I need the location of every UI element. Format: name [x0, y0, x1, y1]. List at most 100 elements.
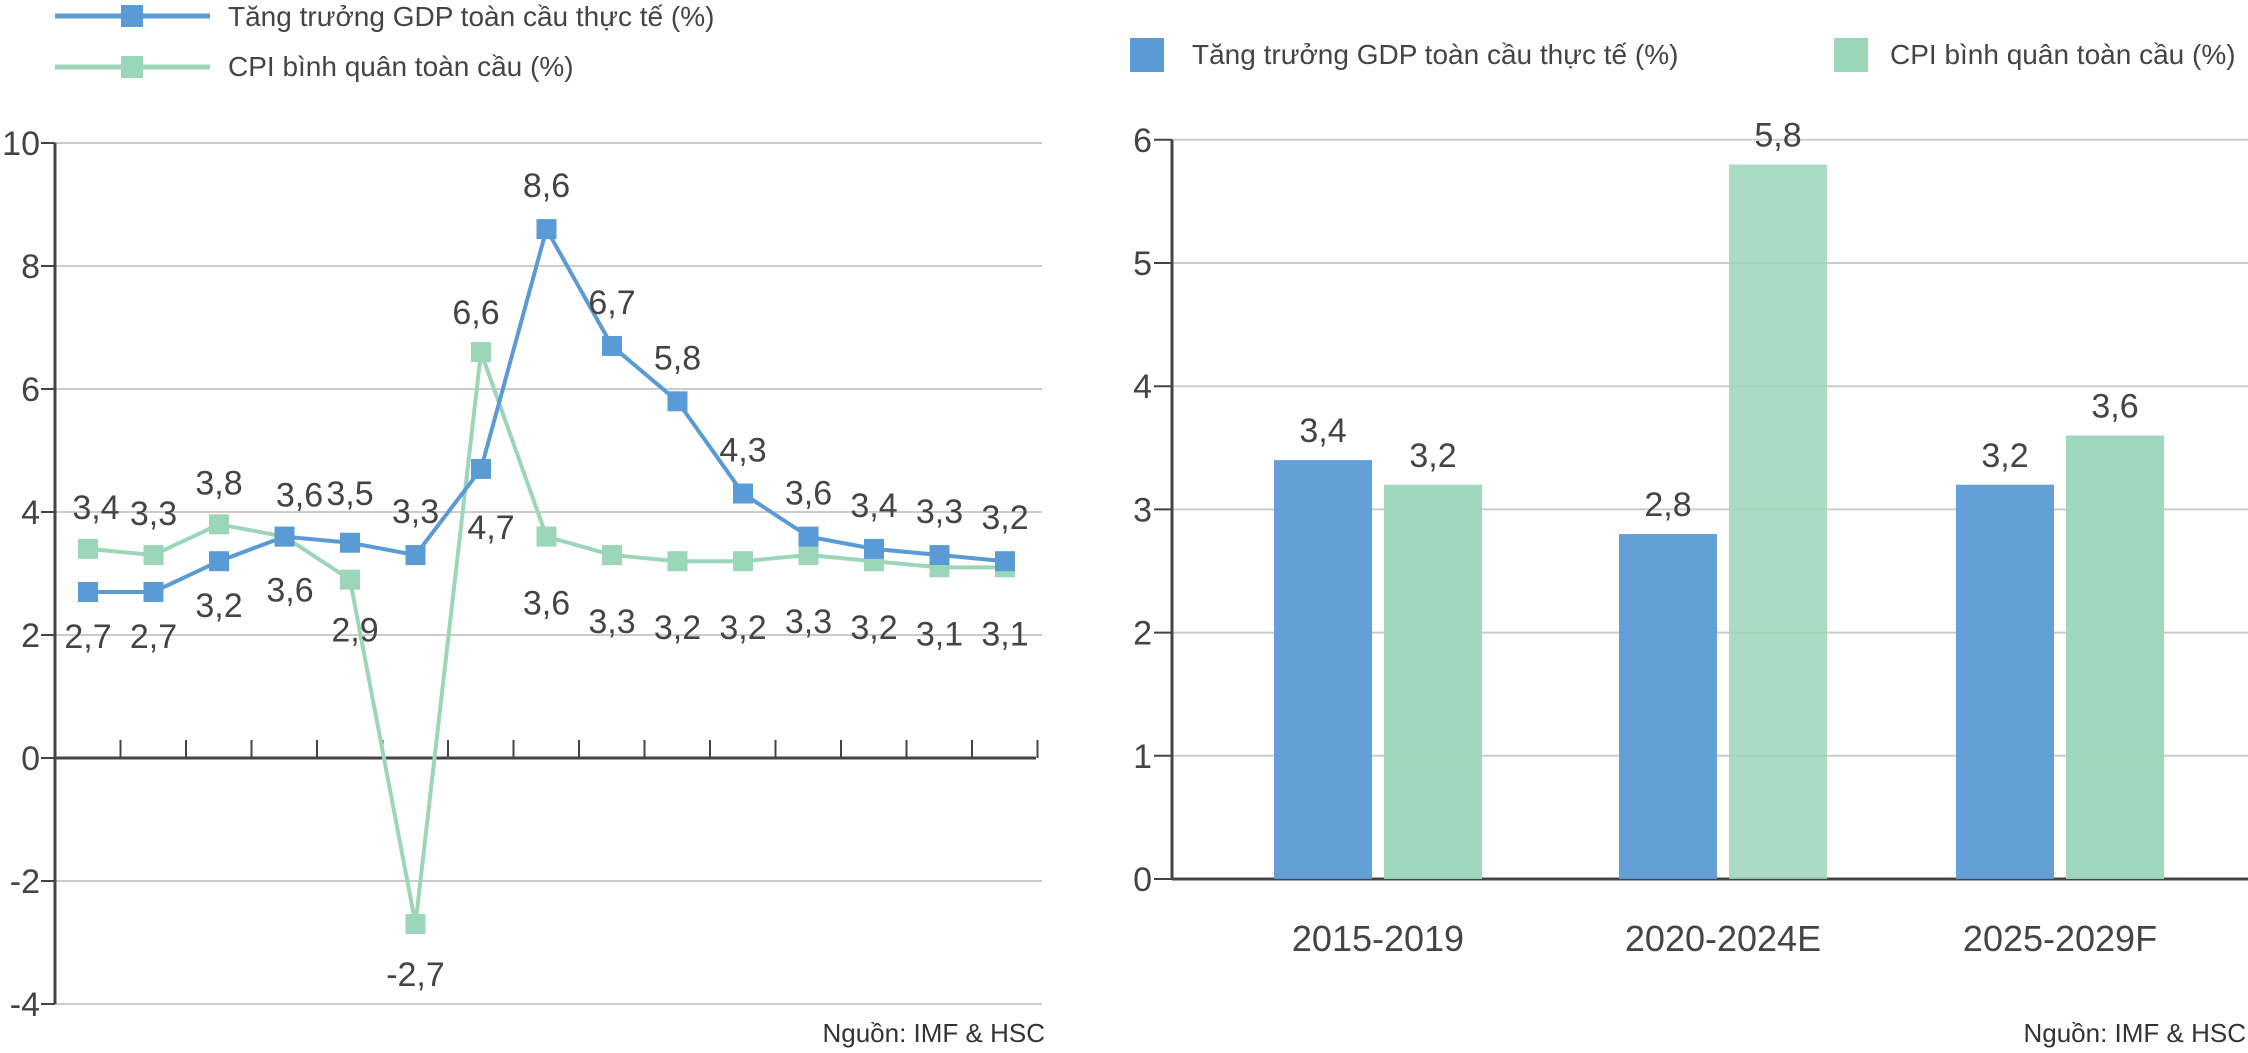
gdp-point — [667, 391, 688, 412]
cpi-data-label: 3,8 — [195, 464, 242, 502]
gdp-point — [929, 545, 950, 566]
cpi-data-label: 3,2 — [654, 609, 701, 647]
gdp-point — [798, 526, 819, 547]
bar-chart-bars — [1274, 164, 2164, 879]
cpi-point — [471, 342, 491, 363]
bar-chart-legend: Tăng trưởng GDP toàn cầu thực tế (%) CPI… — [1130, 38, 2236, 72]
bar-y-tick-label: 2 — [1133, 615, 1152, 653]
cpi-bar-label: 3,6 — [2091, 387, 2138, 425]
gdp-bar-label: 3,2 — [1981, 437, 2028, 475]
gdp-point — [864, 538, 884, 559]
cpi-data-label: 6,6 — [452, 294, 499, 332]
cpi-data-label: 3,6 — [523, 585, 570, 623]
bar-category-label: 2025-2029F — [1963, 918, 2157, 959]
gdp-data-label: 3,5 — [326, 475, 373, 513]
line-chart-series — [78, 219, 1015, 935]
cpi-bar — [1729, 164, 1827, 879]
gdp-point — [405, 545, 426, 566]
gdp-data-label: 4,7 — [467, 509, 514, 547]
gdp-point — [733, 483, 753, 504]
legend-bar-cpi-label: CPI bình quân toàn cầu (%) — [1890, 39, 2236, 70]
gdp-point — [602, 335, 622, 356]
cpi-point — [798, 545, 819, 566]
cpi-data-label: 3,4 — [72, 489, 119, 527]
bar-chart-categories: 2015-2019 2020-2024E 2025-2029F — [1292, 918, 2157, 959]
gdp-data-label: 6,7 — [588, 284, 635, 322]
gdp-data-label: 8,6 — [523, 167, 570, 205]
gdp-data-label: 4,3 — [719, 432, 766, 470]
bar-y-tick-label: 6 — [1133, 122, 1152, 160]
line-chart-data-labels: 2,7 2,73,23,6 3,5 3,3 4,78,66,75,84,33,6 3,4 3… — [64, 167, 1028, 994]
cpi-point — [78, 538, 98, 559]
line-y-tick-label: 6 — [21, 371, 40, 409]
bar-chart-y-ticks: 6 5 4 3 2 1 0 — [1133, 122, 1152, 899]
line-chart-legend: Tăng trưởng GDP toàn cầu thực tế (%) CPI… — [55, 1, 714, 82]
cpi-point — [405, 914, 426, 935]
gdp-data-label: 3,2 — [195, 587, 242, 625]
gdp-data-label: 3,3 — [916, 493, 963, 531]
legend-gdp-marker — [121, 5, 143, 27]
bar-y-tick-label: 4 — [1133, 368, 1152, 406]
legend-gdp-label: Tăng trưởng GDP toàn cầu thực tế (%) — [228, 1, 714, 32]
gdp-bar — [1619, 534, 1717, 879]
legend-cpi-label: CPI bình quân toàn cầu (%) — [228, 51, 574, 82]
cpi-bar-label: 3,2 — [1409, 437, 1456, 475]
cpi-point — [733, 551, 753, 572]
cpi-data-label: 3,2 — [719, 609, 766, 647]
cpi-data-label: 3,3 — [588, 603, 635, 641]
gdp-data-label: 3,3 — [392, 493, 439, 531]
gdp-bar — [1274, 460, 1372, 879]
gdp-point — [471, 458, 491, 479]
gdp-bar — [1956, 484, 2054, 879]
line-y-tick-label: -2 — [10, 863, 40, 901]
line-y-tick-label: 2 — [21, 617, 40, 655]
cpi-data-label: 3,3 — [130, 495, 177, 533]
line-y-tick-label: 10 — [2, 125, 40, 163]
gdp-data-label: 3,2 — [981, 499, 1028, 537]
legend-bar-gdp-swatch — [1130, 38, 1164, 72]
line-chart-grid — [41, 142, 1042, 1005]
gdp-bar-label: 3,4 — [1299, 412, 1346, 450]
gdp-point — [209, 551, 229, 572]
gdp-data-label: 3,6 — [785, 475, 832, 513]
cpi-point — [209, 514, 229, 535]
bar-y-tick-label: 3 — [1133, 491, 1152, 529]
cpi-data-label: 3,6 — [266, 572, 313, 610]
cpi-data-label: 3,1 — [981, 615, 1028, 653]
gdp-point — [340, 532, 360, 553]
line-chart-y-ticks: 10 8 6 4 2 0 -2 -4 — [2, 125, 40, 1024]
gdp-point — [274, 526, 295, 547]
line-chart: Tăng trưởng GDP toàn cầu thực tế (%) CPI… — [2, 1, 1045, 1048]
gdp-point — [143, 581, 164, 602]
legend-cpi-marker — [121, 56, 143, 78]
cpi-point — [143, 545, 164, 566]
gdp-point — [995, 551, 1015, 572]
cpi-data-label: 3,1 — [916, 615, 963, 653]
cpi-point — [340, 569, 360, 590]
cpi-data-label: 3,3 — [785, 603, 832, 641]
cpi-data-label: 2,9 — [331, 612, 378, 650]
gdp-point — [536, 219, 557, 240]
gdp-point — [78, 581, 98, 602]
bar-y-tick-label: 0 — [1133, 861, 1152, 899]
line-y-tick-label: 8 — [21, 248, 40, 286]
bar-y-tick-label: 5 — [1133, 245, 1152, 283]
gdp-data-label: 2,7 — [64, 618, 111, 656]
bar-chart: Tăng trưởng GDP toàn cầu thực tế (%) CPI… — [1130, 38, 2248, 1048]
line-y-tick-label: 4 — [21, 494, 40, 532]
line-y-tick-label: -4 — [10, 986, 40, 1024]
bar-chart-data-labels: 3,4 3,2 2,8 5,8 3,2 3,6 — [1299, 116, 2138, 524]
gdp-data-label: 2,7 — [130, 618, 177, 656]
cpi-point — [602, 545, 622, 566]
bar-category-label: 2020-2024E — [1625, 918, 1821, 959]
cpi-bar-label: 5,8 — [1754, 116, 1801, 154]
cpi-bar — [2066, 435, 2164, 879]
gdp-bar-label: 2,8 — [1644, 486, 1691, 524]
bar-category-label: 2015-2019 — [1292, 918, 1464, 959]
gdp-data-label: 3,4 — [850, 487, 897, 525]
legend-bar-gdp-label: Tăng trưởng GDP toàn cầu thực tế (%) — [1192, 39, 1678, 70]
cpi-data-label: 3,2 — [850, 609, 897, 647]
bar-chart-source: Nguồn: IMF & HSC — [2023, 1018, 2246, 1048]
bar-y-tick-label: 1 — [1133, 738, 1152, 776]
